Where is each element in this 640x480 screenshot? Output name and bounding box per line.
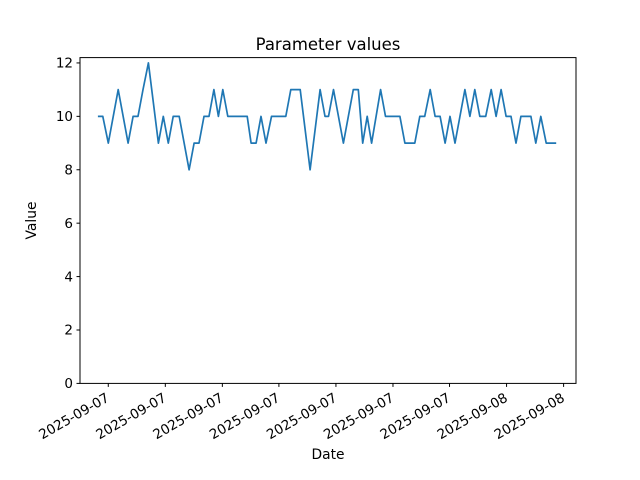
y-tick-label: 2: [64, 323, 73, 339]
parameter-values-line: [97, 62, 557, 171]
y-tick-label: 0: [64, 376, 73, 392]
y-tick-label: 4: [64, 269, 73, 285]
axes: 0246810122025-09-072025-09-072025-09-072…: [36, 56, 577, 443]
axes-spines: [79, 57, 577, 384]
chart-title: Parameter values: [256, 35, 401, 54]
y-tick-label: 6: [64, 216, 73, 232]
y-axis-label: Value: [24, 202, 40, 240]
x-axis-label: Date: [312, 447, 345, 463]
y-tick-label: 12: [56, 56, 73, 72]
y-tick-label: 8: [64, 162, 73, 178]
y-tick-label: 10: [56, 109, 73, 125]
